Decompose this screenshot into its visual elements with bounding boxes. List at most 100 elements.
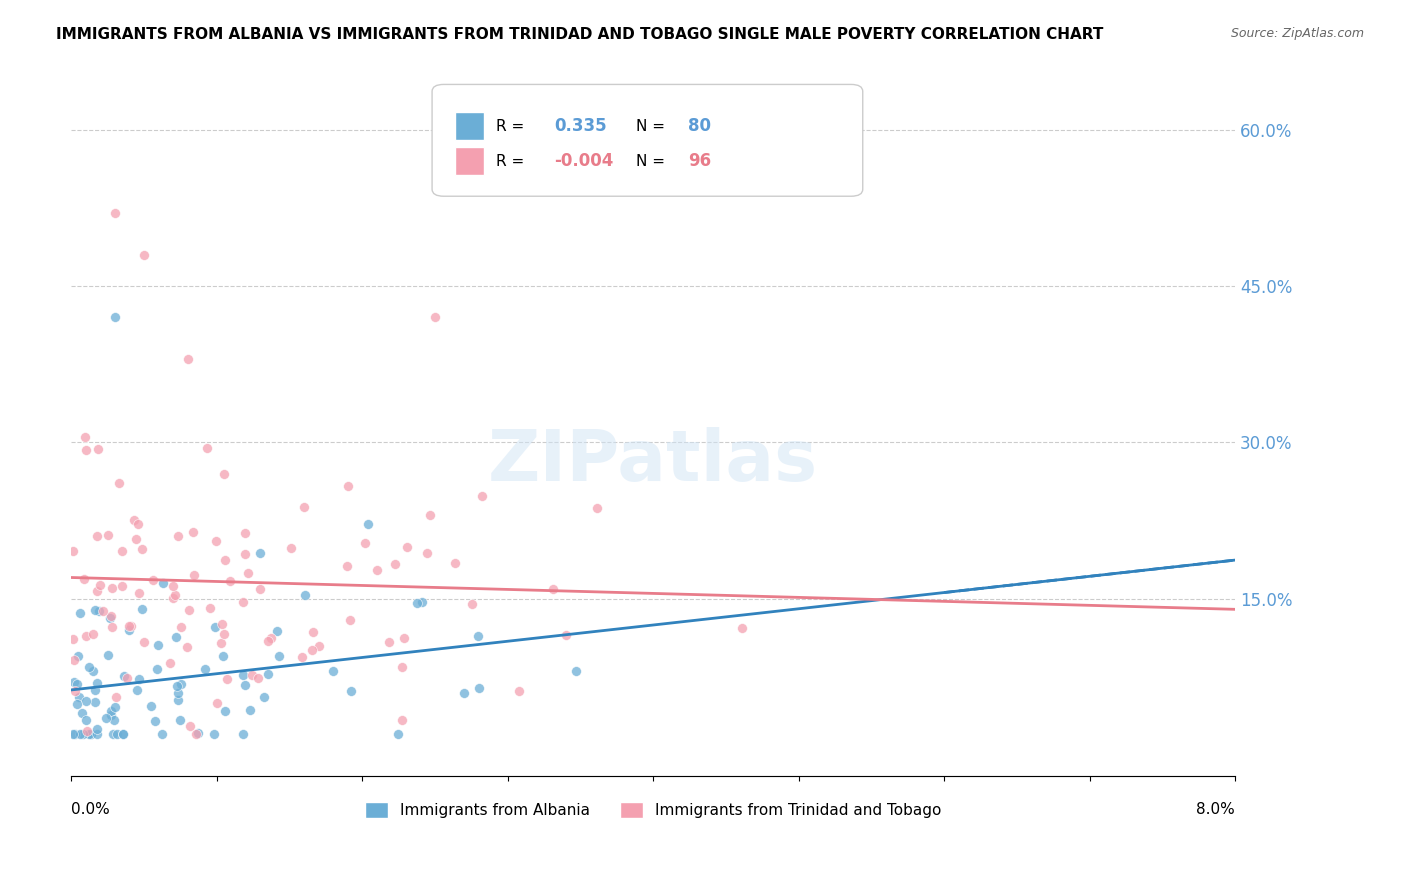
Point: [86, 727, 108, 741]
Point: [269, 648, 291, 663]
Point: [212, 627, 235, 641]
Point: [467, 629, 489, 643]
Point: [100, 581, 122, 595]
Point: [82, 626, 104, 640]
Point: [83, 695, 105, 709]
Bar: [456, 147, 485, 175]
Point: [205, 696, 228, 710]
Point: [585, 501, 607, 516]
Point: [214, 704, 236, 718]
Point: [166, 529, 188, 543]
Point: [294, 588, 316, 602]
Point: [128, 586, 150, 600]
Point: [387, 727, 409, 741]
Point: [104, 310, 127, 325]
Point: [165, 630, 187, 644]
Point: [195, 442, 218, 456]
Point: [103, 713, 125, 727]
Point: [82, 664, 104, 678]
Point: [143, 714, 166, 728]
Point: [166, 693, 188, 707]
Point: [105, 690, 128, 704]
Point: [468, 681, 491, 695]
Point: [72, 727, 94, 741]
Text: 0.335: 0.335: [554, 118, 607, 136]
Point: [77, 727, 100, 741]
Point: [111, 727, 134, 741]
Point: [73, 572, 96, 586]
Point: [94, 711, 117, 725]
Point: [89, 578, 111, 592]
Point: [76, 723, 98, 738]
Point: [62, 632, 84, 646]
Point: [75, 430, 97, 444]
Point: [266, 624, 288, 639]
Point: [202, 727, 225, 741]
Point: [214, 552, 236, 566]
Point: [211, 616, 233, 631]
Point: [292, 500, 315, 515]
Point: [204, 620, 226, 634]
Point: [453, 686, 475, 700]
Point: [179, 719, 201, 733]
Point: [353, 536, 375, 550]
Point: [75, 694, 97, 708]
Point: [232, 727, 254, 741]
Point: [67, 648, 90, 663]
Point: [80, 727, 103, 741]
Point: [170, 676, 193, 690]
Text: ZIPatlas: ZIPatlas: [488, 427, 818, 496]
Point: [423, 310, 446, 325]
Point: [146, 638, 169, 652]
Point: [150, 727, 173, 741]
Point: [260, 631, 283, 645]
Point: [75, 713, 97, 727]
Point: [183, 524, 205, 539]
Point: [257, 666, 280, 681]
Point: [66, 698, 89, 712]
Point: [384, 557, 406, 571]
Point: [170, 620, 193, 634]
Point: [198, 600, 221, 615]
Point: [91, 604, 114, 618]
Point: [187, 726, 209, 740]
Point: [162, 579, 184, 593]
Point: [246, 672, 269, 686]
Point: [555, 628, 578, 642]
Point: [97, 648, 120, 663]
Point: [249, 546, 271, 560]
FancyBboxPatch shape: [432, 85, 863, 196]
Point: [111, 544, 134, 558]
Point: [66, 676, 89, 690]
Point: [62, 653, 84, 667]
Point: [239, 703, 262, 717]
Text: Source: ZipAtlas.com: Source: ZipAtlas.com: [1230, 27, 1364, 40]
Point: [62, 675, 84, 690]
Point: [125, 532, 148, 546]
Point: [75, 629, 97, 643]
Point: [80, 727, 103, 741]
Point: [108, 476, 131, 491]
Point: [166, 679, 188, 693]
Point: [70, 706, 93, 720]
Point: [142, 573, 165, 587]
Point: [132, 634, 155, 648]
Point: [212, 649, 235, 664]
Point: [104, 699, 127, 714]
Text: R =: R =: [496, 119, 524, 134]
Point: [249, 582, 271, 597]
Point: [218, 574, 240, 589]
Point: [152, 576, 174, 591]
Point: [460, 597, 482, 611]
Point: [252, 690, 274, 705]
Point: [233, 547, 256, 561]
Point: [395, 541, 418, 555]
Point: [128, 673, 150, 687]
Point: [122, 513, 145, 527]
Point: [86, 722, 108, 736]
Point: [127, 516, 149, 531]
Point: [232, 594, 254, 608]
Point: [406, 596, 429, 610]
Point: [564, 664, 586, 678]
Point: [291, 649, 314, 664]
